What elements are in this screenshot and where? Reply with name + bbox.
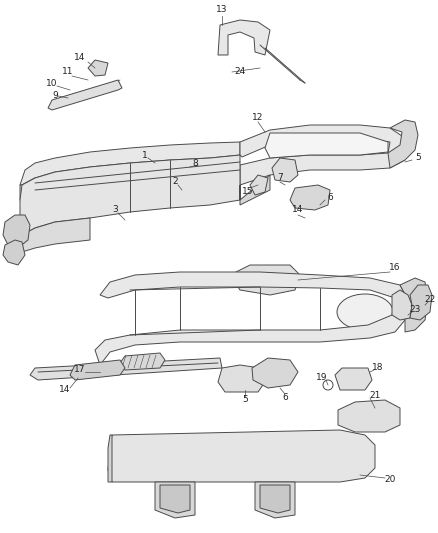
Text: 5: 5 (242, 395, 248, 405)
Polygon shape (155, 482, 195, 518)
Text: 11: 11 (62, 68, 74, 77)
Text: 23: 23 (410, 305, 420, 314)
Polygon shape (240, 125, 405, 185)
Polygon shape (230, 265, 300, 295)
Polygon shape (290, 185, 330, 210)
Polygon shape (255, 482, 295, 518)
Text: 8: 8 (192, 158, 198, 167)
Text: 2: 2 (172, 177, 178, 187)
Polygon shape (272, 158, 298, 182)
Text: 18: 18 (372, 364, 384, 373)
Text: 10: 10 (46, 79, 58, 88)
Polygon shape (30, 358, 222, 380)
Text: 6: 6 (327, 193, 333, 203)
Text: 14: 14 (292, 206, 304, 214)
Polygon shape (88, 60, 108, 76)
Polygon shape (400, 278, 428, 332)
Ellipse shape (180, 160, 190, 170)
Polygon shape (392, 290, 412, 320)
Polygon shape (388, 120, 418, 168)
Ellipse shape (337, 294, 393, 330)
Polygon shape (70, 360, 125, 380)
Polygon shape (335, 368, 372, 390)
Text: 5: 5 (415, 154, 421, 163)
Text: 6: 6 (282, 393, 288, 402)
Text: 7: 7 (277, 174, 283, 182)
Polygon shape (218, 365, 265, 392)
Ellipse shape (323, 380, 333, 390)
Polygon shape (240, 175, 270, 205)
Polygon shape (20, 155, 240, 248)
Text: 14: 14 (59, 385, 71, 394)
Text: 14: 14 (74, 53, 86, 62)
Ellipse shape (333, 134, 377, 162)
Polygon shape (250, 175, 268, 195)
Text: 21: 21 (369, 391, 381, 400)
Polygon shape (20, 218, 90, 252)
Text: 20: 20 (384, 475, 396, 484)
Text: 9: 9 (52, 91, 58, 100)
Text: 12: 12 (252, 114, 264, 123)
Text: 19: 19 (316, 374, 328, 383)
Text: 22: 22 (424, 295, 436, 304)
Polygon shape (108, 435, 112, 482)
Polygon shape (252, 358, 298, 388)
Ellipse shape (187, 165, 193, 171)
Polygon shape (95, 272, 408, 365)
Text: 15: 15 (242, 188, 254, 197)
Polygon shape (120, 353, 165, 370)
Polygon shape (20, 142, 240, 185)
Text: 13: 13 (216, 5, 228, 14)
Polygon shape (20, 178, 35, 202)
Text: 3: 3 (112, 206, 118, 214)
Polygon shape (338, 400, 400, 432)
Polygon shape (160, 485, 190, 513)
Text: 16: 16 (389, 263, 401, 272)
Polygon shape (218, 20, 270, 55)
Polygon shape (108, 430, 375, 482)
Polygon shape (3, 215, 30, 248)
Polygon shape (265, 133, 388, 158)
Polygon shape (260, 485, 290, 513)
Text: 17: 17 (74, 366, 86, 375)
Text: 24: 24 (234, 68, 246, 77)
Polygon shape (410, 285, 432, 320)
Polygon shape (48, 80, 122, 110)
Text: 1: 1 (142, 150, 148, 159)
Polygon shape (3, 240, 25, 265)
